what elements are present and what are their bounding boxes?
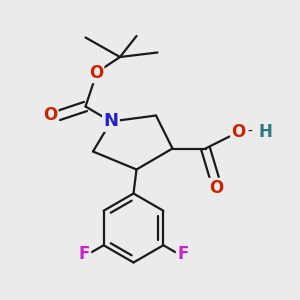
- Text: O: O: [209, 179, 223, 197]
- Text: H: H: [259, 123, 273, 141]
- Text: F: F: [79, 245, 90, 263]
- Text: O: O: [231, 123, 245, 141]
- Text: F: F: [177, 245, 188, 263]
- Text: N: N: [103, 112, 118, 130]
- Text: -: -: [248, 125, 252, 139]
- Text: O: O: [43, 106, 57, 124]
- Text: O: O: [89, 64, 103, 82]
